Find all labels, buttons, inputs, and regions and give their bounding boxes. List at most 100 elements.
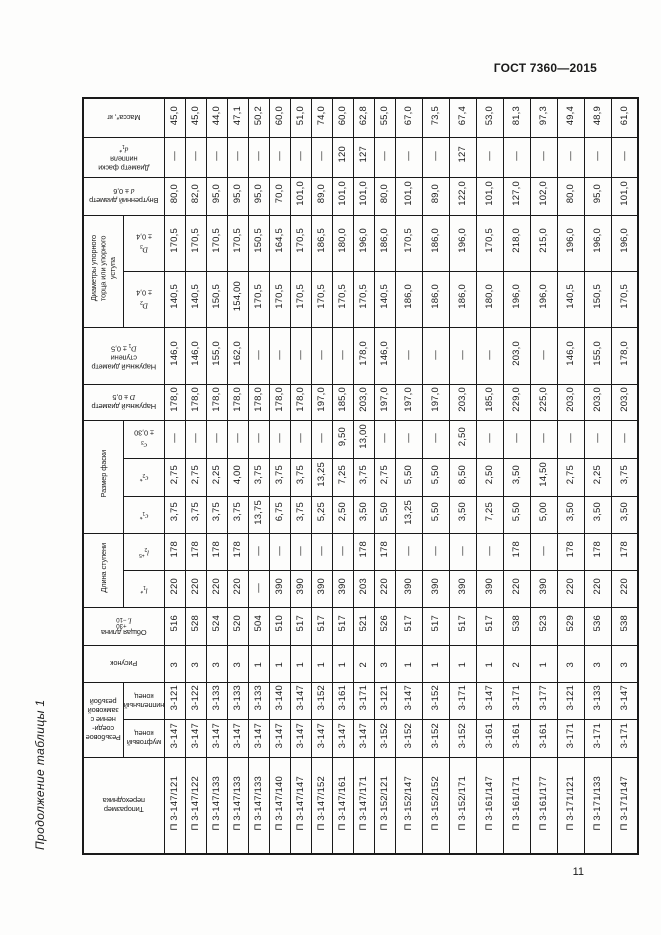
cell-massa-col10: 62,8 [352, 97, 375, 138]
cell-c2-col8: 13,25 [310, 457, 333, 497]
cell-c2-col1: 2,75 [163, 457, 186, 497]
cell-D3-col11: 186,0 [373, 214, 396, 272]
cell-D-col4: 178,0 [226, 383, 249, 421]
cell-fig-col15: 1 [475, 644, 504, 683]
cell-d-col19: 95,0 [583, 176, 612, 216]
cell-nip-col6: 3-140 [268, 681, 291, 720]
cell-D1-col18: 146,0 [556, 326, 585, 385]
row-header-muf: муфтовый конец [122, 718, 165, 758]
cell-d1-col14: 127 [448, 136, 477, 178]
cell-fig-col8: 1 [310, 644, 333, 683]
cell-l2-col10: 178 [352, 532, 375, 571]
cell-l2-col3: 178 [205, 532, 228, 571]
cell-l1-col17: 390 [529, 569, 558, 608]
cell-nip-col17: 3-177 [529, 681, 558, 720]
cell-c2-col18: 2,75 [556, 457, 585, 497]
cell-d1-col17: — [529, 136, 558, 178]
cell-c3-col2: — [184, 419, 207, 459]
cell-l2-col15: — [475, 532, 504, 571]
cell-c1-col14: 3,50 [448, 495, 477, 534]
band-nip: Резьбовое соеди-нение с замковой резьбой н… [82, 681, 639, 758]
cell-D2-col9: 170,5 [331, 270, 354, 328]
cell-muf-col4: 3-147 [226, 718, 249, 758]
cell-l1-col4: 220 [226, 569, 249, 608]
cell-fig-col19: 3 [583, 644, 612, 683]
cell-nip-col19: 3-133 [583, 681, 612, 720]
cell-c2-col20: 3,75 [610, 457, 639, 497]
cell-l1-col18: 220 [556, 569, 585, 608]
cell-nip-col5: 3-133 [247, 681, 270, 720]
cell-muf-col10: 3-147 [352, 718, 375, 758]
cell-L-col8: 517 [310, 606, 333, 646]
cell-l2-col6: — [268, 532, 291, 571]
cell-fig-col13: 1 [421, 644, 450, 683]
cell-d1-col8: — [310, 136, 333, 178]
cell-d-col2: 82,0 [184, 176, 207, 216]
cell-c2-col11: 2,75 [373, 457, 396, 497]
cell-nip-col3: 3-133 [205, 681, 228, 720]
group-header-thrust: Диаметры упорного торца или упорного уступ… [82, 214, 124, 328]
cell-c2-col17: 14,50 [529, 457, 558, 497]
cell-D1-col15: — [475, 326, 504, 385]
cell-muf-col13: 3-152 [421, 718, 450, 758]
cell-l2-col11: 178 [373, 532, 396, 571]
cell-D-col10: 203,0 [352, 383, 375, 421]
cell-type-col6: П 3-147/140 [268, 756, 291, 855]
cell-c1-col18: 3,50 [556, 495, 585, 534]
group-header-thread: Резьбовое соеди-нение с замковой резьбой [82, 681, 124, 758]
cell-l1-col3: 220 [205, 569, 228, 608]
cell-c3-col1: — [163, 419, 186, 459]
cell-d-col1: 80,0 [163, 176, 186, 216]
cell-muf-col17: 3-161 [529, 718, 558, 758]
cell-D-col16: 229,0 [502, 383, 531, 421]
cell-massa-col18: 49,4 [556, 97, 585, 138]
cell-D3-col9: 180,0 [331, 214, 354, 272]
row-header-c1: c1* [122, 495, 165, 534]
cell-D2-col18: 140,5 [556, 270, 585, 328]
cell-type-col9: П 3-147/161 [331, 756, 354, 855]
cell-d1-col2: — [184, 136, 207, 178]
cell-l1-col10: 203 [352, 569, 375, 608]
cell-c2-col3: 2,25 [205, 457, 228, 497]
cell-type-col18: П 3-171/121 [556, 756, 585, 855]
cell-c2-col9: 7,25 [331, 457, 354, 497]
cell-D2-col3: 150,5 [205, 270, 228, 328]
cell-c1-col9: 2,50 [331, 495, 354, 534]
cell-muf-col14: 3-152 [448, 718, 477, 758]
cell-D1-col13: — [421, 326, 450, 385]
cell-muf-col1: 3-147 [163, 718, 186, 758]
cell-nip-col2: 3-122 [184, 681, 207, 720]
cell-l2-col13: — [421, 532, 450, 571]
cell-l1-col8: 390 [310, 569, 333, 608]
cell-D1-col2: 146,0 [184, 326, 207, 385]
cell-massa-col4: 47,1 [226, 97, 249, 138]
cell-c1-col17: 5,00 [529, 495, 558, 534]
band-l2: Длина ступени l2+5 178 178 178 178— — — — —178 178… [82, 532, 639, 608]
cell-massa-col12: 67,0 [394, 97, 423, 138]
cell-d1-col4: — [226, 136, 249, 178]
cell-type-col11: П 3-152/121 [373, 756, 396, 855]
cell-c2-col2: 2,75 [184, 457, 207, 497]
cell-c1-col1: 3,75 [163, 495, 186, 534]
row-header-l1: l1* [122, 569, 165, 608]
cell-c3-col7: — [289, 419, 312, 459]
cell-l2-col19: 178 [583, 532, 612, 571]
cell-fig-col6: 1 [268, 644, 291, 683]
cell-D-col9: 185,0 [331, 383, 354, 421]
cell-c2-col12: 5,50 [394, 457, 423, 497]
row-header-nip: ниппельный конец [122, 681, 165, 720]
cell-D-col14: 203,0 [448, 383, 477, 421]
band-muf: муфтовый конец 3-147 3-147 3-147 3-147 3-147 3-… [83, 718, 639, 758]
cell-D2-col12: 186,0 [394, 270, 423, 328]
cell-c1-col3: 3,75 [205, 495, 228, 534]
cell-D2-col7: 170,5 [289, 270, 312, 328]
cell-c2-col6: 3,75 [268, 457, 291, 497]
cell-fig-col10: 2 [352, 644, 375, 683]
cell-c1-col8: 5,25 [310, 495, 333, 534]
cell-c2-col14: 8,50 [448, 457, 477, 497]
row-header-D2: D2 ± 0,4 [122, 270, 165, 328]
cell-D2-col20: 170,5 [610, 270, 639, 328]
cell-d-col6: 70,0 [268, 176, 291, 216]
cell-D1-col12: — [394, 326, 423, 385]
cell-massa-col19: 48,9 [583, 97, 612, 138]
